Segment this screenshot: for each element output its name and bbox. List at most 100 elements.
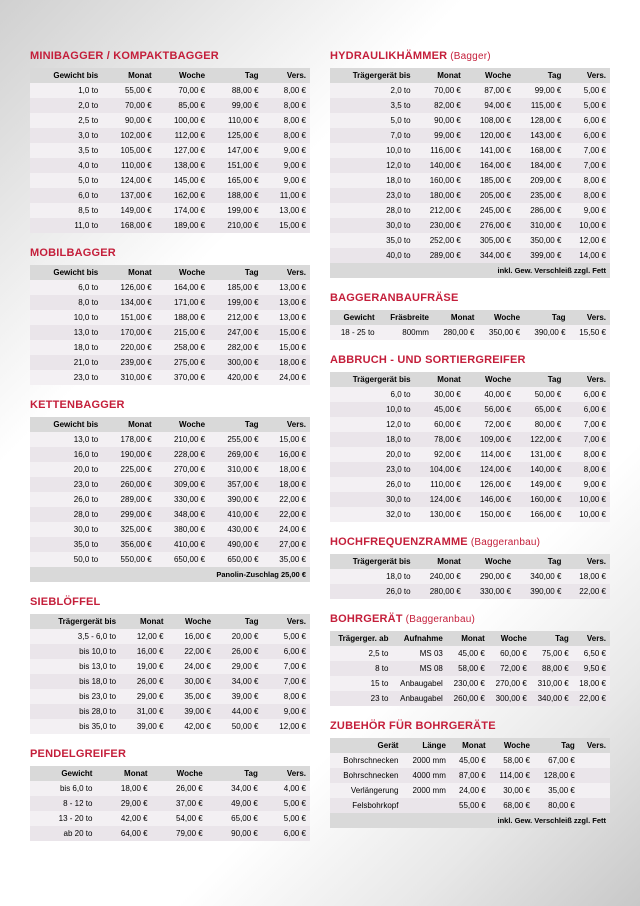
- table-cell: 110,00 €: [209, 113, 262, 128]
- table-cell: 99,00 €: [209, 98, 262, 113]
- table-cell: 99,00 €: [515, 83, 565, 98]
- table-row: 13,0 to178,00 €210,00 €255,00 €15,00 €: [30, 432, 310, 447]
- table-cell: 269,00 €: [209, 447, 262, 462]
- table-cell: 199,00 €: [209, 295, 262, 310]
- table-cell: 230,00 €: [447, 676, 489, 691]
- table-cell: 60,00 €: [415, 417, 465, 432]
- table-cell: 185,00 €: [209, 280, 262, 295]
- table-cell: 140,00 €: [515, 462, 565, 477]
- table-cell: 39,00 €: [120, 719, 167, 734]
- table-cell: 15,50 €: [570, 325, 610, 340]
- table-cell: 8,00 €: [565, 462, 610, 477]
- table-cell: 34,00 €: [215, 674, 262, 689]
- table-cell: 72,00 €: [489, 661, 531, 676]
- note-row: inkl. Gew. Verschleiß zzgl. Fett: [330, 813, 610, 828]
- table-cell: 357,00 €: [209, 477, 262, 492]
- table-header: Gewicht bis: [30, 68, 102, 83]
- table-cell: 7,00 €: [565, 143, 610, 158]
- table-cell: 40,0 to: [330, 248, 415, 263]
- table-cell: 9,00 €: [263, 143, 310, 158]
- table-cell: 30,0 to: [30, 522, 102, 537]
- table-header: Tag: [209, 417, 262, 432]
- table-cell: 146,00 €: [465, 492, 515, 507]
- section: HOCHFREQUENZRAMME (Baggeranbau)Trägerger…: [330, 536, 610, 599]
- table-cell: 35,00 €: [168, 689, 215, 704]
- table-cell: 22,00 €: [168, 644, 215, 659]
- table-header: Tag: [515, 68, 565, 83]
- table-cell: 126,00 €: [465, 477, 515, 492]
- section-title: BOHRGERÄT (Baggeranbau): [330, 613, 610, 625]
- table-cell: bis 28,0 to: [30, 704, 120, 719]
- table-cell: 94,00 €: [465, 98, 515, 113]
- table-header: Monat: [450, 738, 490, 753]
- table-cell: 9,00 €: [565, 477, 610, 492]
- table-cell: 9,50 €: [573, 661, 610, 676]
- table-row: ab 20 to64,00 €79,00 €90,00 €6,00 €: [30, 826, 310, 841]
- table-header: Woche: [465, 372, 515, 387]
- table-row: 50,0 to550,00 €650,00 €650,00 €35,00 €: [30, 552, 310, 567]
- table-row: 6,0 to137,00 €162,00 €188,00 €11,00 €: [30, 188, 310, 203]
- table-cell: bis 6,0 to: [30, 781, 96, 796]
- table-cell: 290,00 €: [465, 569, 515, 584]
- table-header: Gerät: [330, 738, 402, 753]
- table-cell: 280,00 €: [415, 584, 465, 599]
- table-header: Monat: [96, 766, 151, 781]
- table-cell: 3,5 to: [30, 143, 102, 158]
- table-cell: 420,00 €: [209, 370, 262, 385]
- table-cell: 6,00 €: [565, 387, 610, 402]
- table-row: 35,0 to356,00 €410,00 €490,00 €27,00 €: [30, 537, 310, 552]
- table-cell: 2,5 to: [30, 113, 102, 128]
- table-cell: 15,00 €: [263, 218, 310, 233]
- table-cell: 50,00 €: [515, 387, 565, 402]
- table-row: 15 toAnbaugabel230,00 €270,00 €310,00 €1…: [330, 676, 610, 691]
- table-cell: 26,0 to: [30, 492, 102, 507]
- table-header: Tag: [524, 310, 570, 325]
- table-header: Monat: [102, 265, 155, 280]
- table-cell: 22,00 €: [263, 492, 310, 507]
- table-cell: 18,00 €: [573, 676, 610, 691]
- table-cell: 18,0 to: [30, 340, 102, 355]
- table-cell: 26,0 to: [330, 584, 415, 599]
- table-cell: 18,00 €: [565, 569, 610, 584]
- section: ABBRUCH - UND SORTIERGREIFERTrägergerät …: [330, 354, 610, 522]
- section: MINIBAGGER / KOMPAKTBAGGERGewicht bisMon…: [30, 50, 310, 233]
- note-cell: inkl. Gew. Verschleiß zzgl. Fett: [330, 813, 610, 828]
- table-cell: 149,00 €: [515, 477, 565, 492]
- table-cell: 18,00 €: [263, 477, 310, 492]
- table-row: 3,5 to105,00 €127,00 €147,00 €9,00 €: [30, 143, 310, 158]
- table-cell: 11,00 €: [263, 188, 310, 203]
- table-header: Tag: [209, 265, 262, 280]
- table-cell: 24,00 €: [263, 370, 310, 385]
- table-cell: 330,00 €: [156, 492, 209, 507]
- table-cell: 150,00 €: [465, 507, 515, 522]
- table-header: Woche: [465, 68, 515, 83]
- table-header: Vers.: [263, 417, 310, 432]
- section: SIEBLÖFFELTrägergerät bisMonatWocheTagVe…: [30, 596, 310, 734]
- table-cell: 10,0 to: [330, 143, 415, 158]
- table-cell: 125,00 €: [209, 128, 262, 143]
- table-header: Trägergerät bis: [330, 554, 415, 569]
- table-header: Vers.: [573, 631, 610, 646]
- table-cell: 205,00 €: [465, 188, 515, 203]
- price-table: GewichtFräsbreiteMonatWocheTagVers.18 - …: [330, 310, 610, 340]
- table-cell: 7,00 €: [565, 432, 610, 447]
- section: BAGGERANBAUFRÄSEGewichtFräsbreiteMonatWo…: [330, 292, 610, 340]
- table-cell: 151,00 €: [102, 310, 155, 325]
- table-cell: 29,00 €: [120, 689, 167, 704]
- table-header: Vers.: [565, 68, 610, 83]
- table-cell: 210,00 €: [209, 218, 262, 233]
- table-cell: 160,00 €: [515, 492, 565, 507]
- table-cell: 184,00 €: [515, 158, 565, 173]
- table-cell: 87,00 €: [450, 768, 490, 783]
- table-header: Vers.: [263, 68, 310, 83]
- table-cell: 330,00 €: [465, 584, 515, 599]
- table-cell: [579, 768, 610, 783]
- table-cell: 15,00 €: [263, 340, 310, 355]
- section: PENDELGREIFERGewichtMonatWocheTagVers.bi…: [30, 748, 310, 841]
- table-cell: 35,00 €: [534, 783, 579, 798]
- table-cell: 151,00 €: [209, 158, 262, 173]
- table-cell: 29,00 €: [215, 659, 262, 674]
- table-cell: 37,00 €: [152, 796, 207, 811]
- table-cell: [579, 753, 610, 768]
- table-row: 28,0 to212,00 €245,00 €286,00 €9,00 €: [330, 203, 610, 218]
